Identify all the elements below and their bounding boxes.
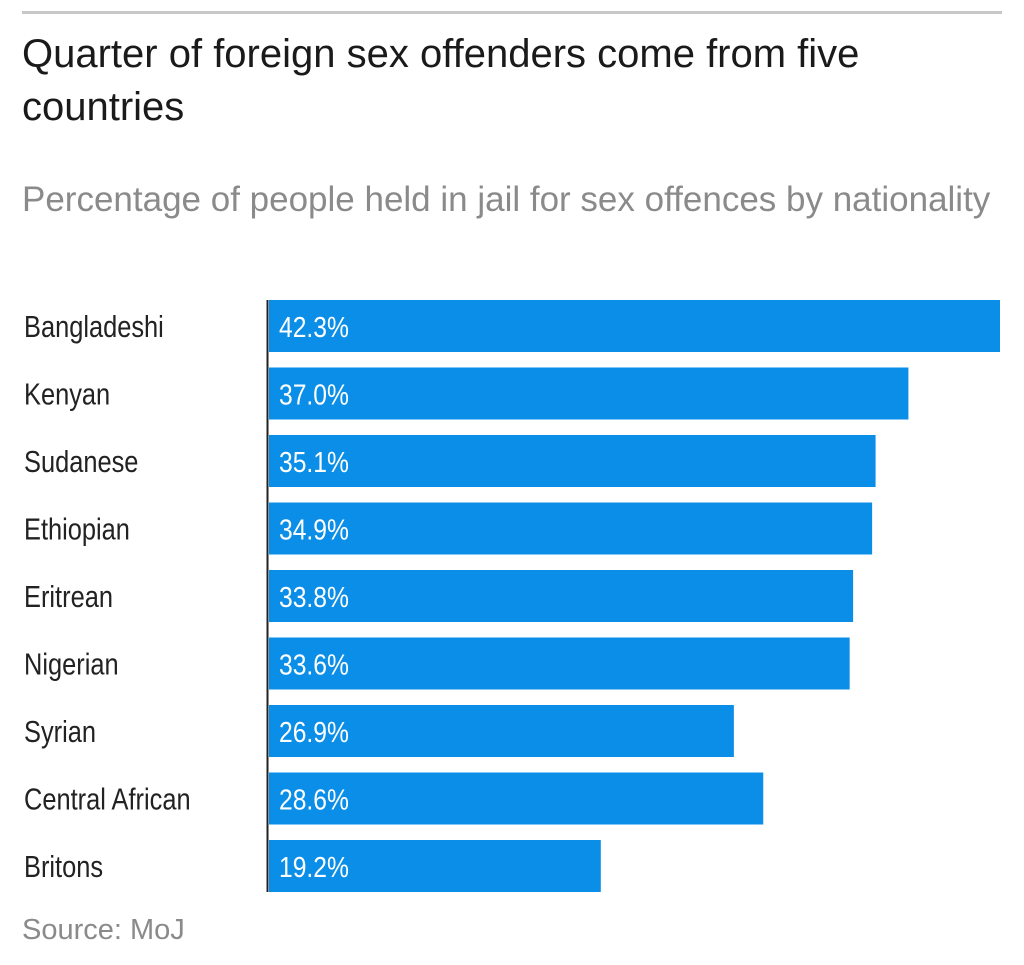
value-label: 19.2% bbox=[279, 851, 349, 883]
bar bbox=[269, 772, 764, 825]
value-label: 26.9% bbox=[279, 716, 349, 748]
bar bbox=[269, 570, 854, 622]
source-note: Source: MoJ bbox=[22, 914, 185, 946]
top-rule bbox=[22, 11, 1002, 14]
value-label: 42.3% bbox=[279, 311, 349, 343]
value-label: 28.6% bbox=[279, 784, 349, 816]
chart-title: Quarter of foreign sex offenders come fr… bbox=[22, 32, 860, 129]
value-label: 34.9% bbox=[279, 514, 349, 546]
bar bbox=[269, 840, 601, 892]
category-label: Eritrean bbox=[24, 580, 113, 615]
category-label: Kenyan bbox=[24, 377, 110, 412]
value-label: 33.6% bbox=[279, 649, 349, 681]
value-label: 35.1% bbox=[279, 446, 349, 478]
bar bbox=[269, 502, 873, 555]
category-label: Bangladeshi bbox=[24, 310, 164, 345]
category-label: Central African bbox=[24, 782, 191, 817]
bar bbox=[269, 300, 1000, 352]
category-label: Sudanese bbox=[24, 445, 138, 480]
category-label: Syrian bbox=[24, 715, 96, 750]
value-label: 33.8% bbox=[279, 581, 349, 613]
value-label: 37.0% bbox=[279, 379, 349, 411]
category-label: Nigerian bbox=[24, 647, 119, 682]
bar bbox=[269, 435, 876, 487]
bar bbox=[269, 367, 909, 420]
category-label: Ethiopian bbox=[24, 512, 130, 547]
chart-subtitle: Percentage of people held in jail for se… bbox=[22, 180, 991, 219]
category-label: Britons bbox=[24, 850, 103, 885]
bar bbox=[269, 705, 734, 757]
bar bbox=[269, 637, 850, 690]
